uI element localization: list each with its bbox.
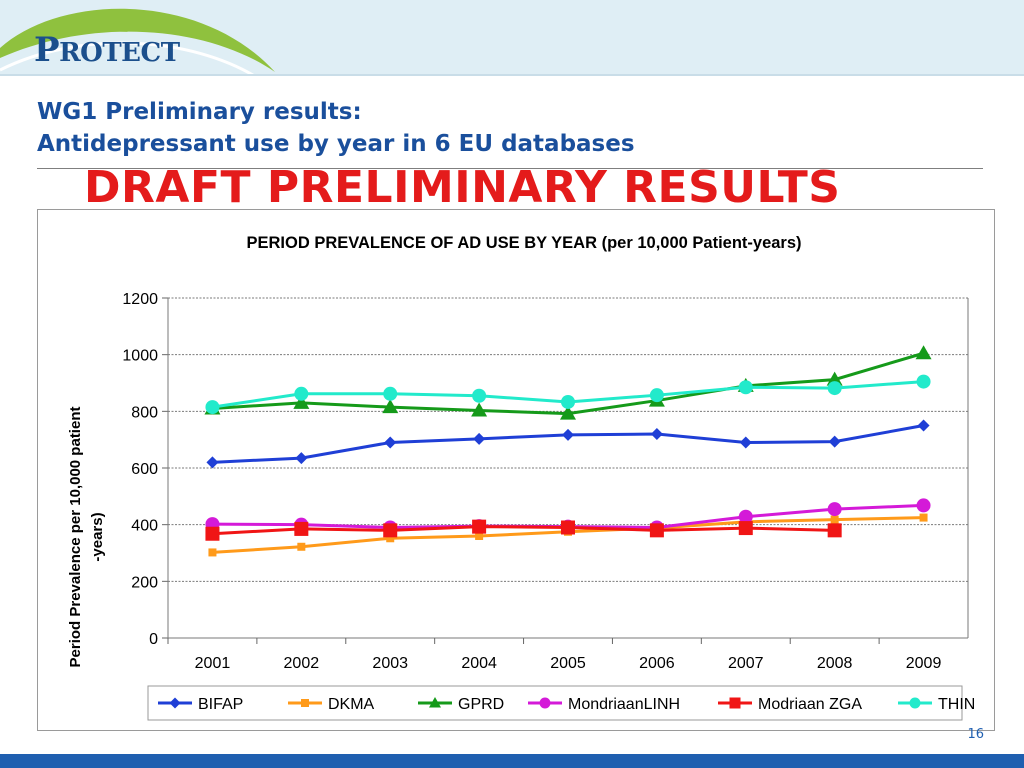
legend-label: DKMA [328,696,375,713]
data-point [560,405,576,420]
data-point [205,526,220,541]
x-tick-label: 2005 [550,655,586,672]
x-tick-label: 2002 [284,655,320,672]
chart-frame: PERIOD PREVALENCE OF AD USE BY YEAR (per… [37,209,995,731]
data-point [909,697,921,709]
data-point [295,452,308,465]
legend-label: MondriaanLINH [568,696,680,713]
data-point [205,400,220,415]
title-divider [37,168,983,169]
x-tick-label: 2006 [639,655,675,672]
y-tick-label: 1200 [122,291,158,308]
y-tick-label: 1000 [122,348,158,365]
data-point [650,428,663,440]
data-point [383,523,398,538]
y-tick-label: 600 [131,461,158,478]
legend-item: Modriaan ZGA [718,696,862,713]
data-point [729,697,741,709]
page-number: 16 [967,727,984,742]
data-point [301,699,309,707]
data-point [383,386,398,401]
data-point [561,394,575,409]
data-point [827,502,842,517]
data-point [916,498,931,513]
data-point [297,542,306,551]
y-tick-label: 400 [131,518,158,535]
data-point [830,515,839,524]
chart-title: PERIOD PREVALENCE OF AD USE BY YEAR (per… [246,234,801,252]
data-point [169,697,181,709]
data-point [206,456,219,469]
series-modriaan-zga [205,519,842,541]
data-point [562,428,574,441]
series-thin [205,374,931,415]
header-band [0,0,1024,74]
data-point [472,388,487,403]
logo-text: PROTECT [34,30,180,70]
draft-banner: DRAFT PRELIMINARY RESULTS [84,162,841,213]
series-group [204,345,932,557]
data-point [827,523,842,538]
data-point [738,380,753,395]
data-point [649,523,664,538]
legend-item: BIFAP [158,696,243,713]
y-axis-label-line-1: Period Prevalence per 10,000 patient [67,407,84,668]
data-point [294,386,309,401]
legend-label: BIFAP [198,696,243,713]
series-bifap [206,419,930,469]
axes: 0 200 400 600 800 1000 1200 2001 2002 2003 2004 200… [122,291,969,672]
x-tick-label: 2009 [906,655,942,672]
x-tick-label: 2007 [728,655,764,672]
protect-logo: PROTECT [0,0,290,80]
legend-item: THIN [898,696,975,713]
y-tick-label: 0 [149,631,158,648]
legend-item: DKMA [288,696,375,713]
data-point [539,697,551,709]
data-point [382,399,399,414]
data-point [293,394,310,409]
data-point [826,371,843,386]
data-point [386,534,395,543]
y-tick-label: 200 [131,574,158,591]
y-axis-label-line-2: -years) [89,512,106,561]
data-point [208,548,217,557]
data-point [473,432,486,445]
legend: BIFAP DKMA GPRD MondriaanLINH Modriaan ZGA TH… [147,685,975,721]
data-point [471,402,488,417]
series-line [212,525,835,536]
footer-bar [0,754,1024,768]
data-point [916,374,931,389]
slide-title-line-1: WG1 Preliminary results: [37,99,362,125]
data-point [384,436,397,449]
y-tick-label: 800 [131,404,158,421]
slide-title-line-2: Antidepressant use by year in 6 EU datab… [37,131,635,157]
data-point [828,435,841,448]
data-point [561,520,575,535]
legend-label: GPRD [458,696,504,713]
data-point [738,509,753,524]
x-tick-label: 2008 [817,655,853,672]
data-point [475,532,484,540]
data-point [738,521,753,536]
data-point [919,513,928,522]
data-point [739,436,752,449]
x-tick-label: 2003 [372,655,408,672]
data-point [429,697,441,708]
x-tick-label: 2004 [461,655,497,672]
logo-swoosh [0,8,275,80]
legend-item: GPRD [418,696,504,713]
data-point [827,381,842,396]
legend-item: MondriaanLINH [528,696,680,713]
slide-title: WG1 Preliminary results: Antidepressant … [37,96,635,160]
legend-label: Modriaan ZGA [758,696,862,713]
data-point [294,521,309,536]
legend-label: THIN [938,696,975,713]
line-chart: PERIOD PREVALENCE OF AD USE BY YEAR (per… [67,234,975,721]
data-point [472,519,487,534]
header-divider [0,74,1024,76]
data-point [917,419,930,432]
data-point [649,388,664,403]
x-tick-label: 2001 [195,655,231,672]
data-point [915,345,932,360]
